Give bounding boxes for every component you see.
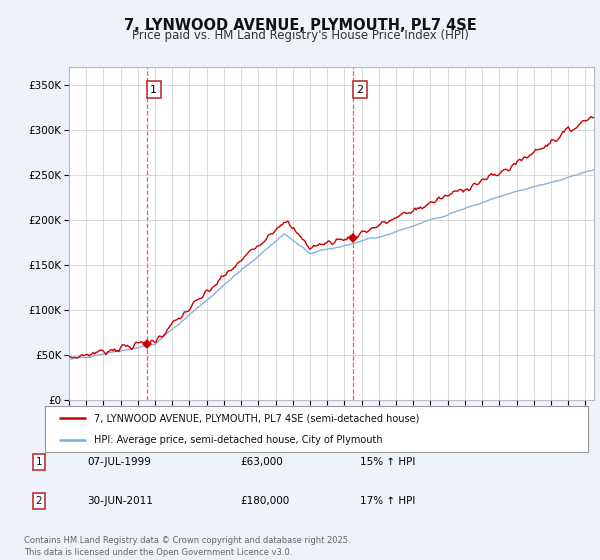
Text: Contains HM Land Registry data © Crown copyright and database right 2025.
This d: Contains HM Land Registry data © Crown c… xyxy=(24,536,350,557)
Text: £180,000: £180,000 xyxy=(240,496,289,506)
Text: HPI: Average price, semi-detached house, City of Plymouth: HPI: Average price, semi-detached house,… xyxy=(94,435,382,445)
Text: 7, LYNWOOD AVENUE, PLYMOUTH, PL7 4SE: 7, LYNWOOD AVENUE, PLYMOUTH, PL7 4SE xyxy=(124,18,476,33)
Text: Price paid vs. HM Land Registry's House Price Index (HPI): Price paid vs. HM Land Registry's House … xyxy=(131,29,469,42)
Text: 07-JUL-1999: 07-JUL-1999 xyxy=(87,457,151,467)
Text: 7, LYNWOOD AVENUE, PLYMOUTH, PL7 4SE (semi-detached house): 7, LYNWOOD AVENUE, PLYMOUTH, PL7 4SE (se… xyxy=(94,413,419,423)
Text: 2: 2 xyxy=(35,496,43,506)
Text: 1: 1 xyxy=(35,457,43,467)
Text: £63,000: £63,000 xyxy=(240,457,283,467)
Text: 17% ↑ HPI: 17% ↑ HPI xyxy=(360,496,415,506)
Text: 1: 1 xyxy=(150,85,157,95)
Text: 30-JUN-2011: 30-JUN-2011 xyxy=(87,496,153,506)
Text: 15% ↑ HPI: 15% ↑ HPI xyxy=(360,457,415,467)
Text: 2: 2 xyxy=(356,85,364,95)
